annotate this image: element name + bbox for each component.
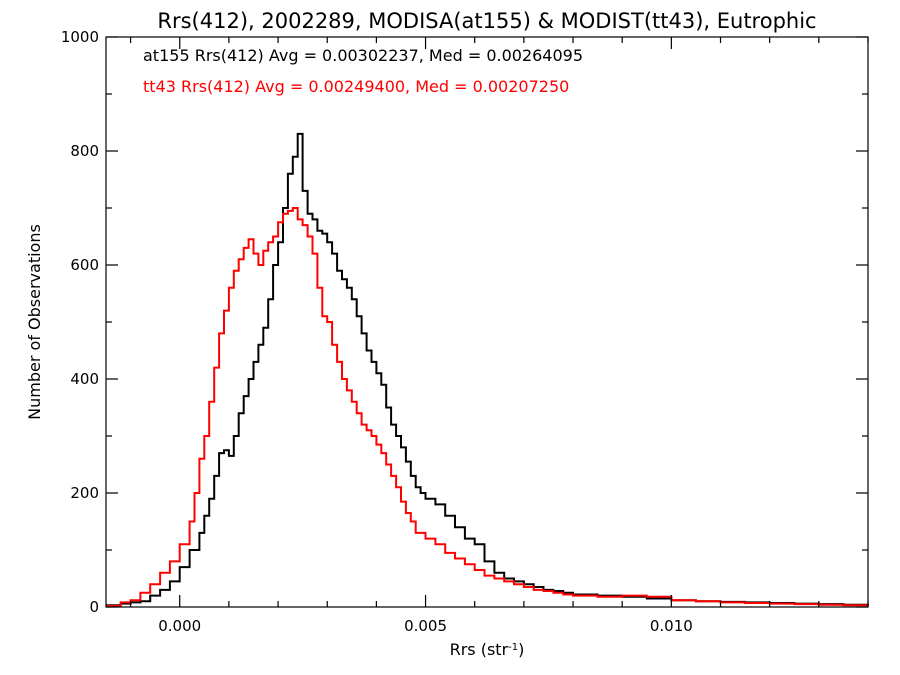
ticks-layer: 0 200 400 600 800 1000 0.000 0.005 0.010 — [61, 28, 869, 635]
y-tick-label: 1000 — [61, 28, 99, 46]
series-layer — [106, 132, 869, 607]
x-tick-label: 0.005 — [404, 617, 447, 635]
chart-title: Rrs(412), 2002289, MODISA(at155) & MODIS… — [157, 9, 816, 33]
x-axis-label-end: ) — [518, 640, 524, 659]
tt43-histogram-line — [106, 207, 869, 607]
y-tick-label: 800 — [70, 142, 99, 160]
x-tick-label: 0.000 — [158, 617, 201, 635]
at155-stats-annotation: at155 Rrs(412) Avg = 0.00302237, Med = 0… — [143, 46, 583, 65]
y-tick-label: 600 — [70, 256, 99, 274]
x-axis-label-main: Rrs (str — [450, 640, 509, 659]
at155-histogram-line — [106, 132, 869, 607]
y-tick-label: 400 — [70, 370, 99, 388]
x-tick-label: 0.010 — [650, 617, 693, 635]
tt43-stats-annotation: tt43 Rrs(412) Avg = 0.00249400, Med = 0.… — [143, 77, 569, 96]
y-axis-label: Number of Observations — [25, 224, 44, 420]
x-axis-label: Rrs (str-1) — [450, 640, 525, 659]
plot-frame — [105, 36, 869, 608]
x-axis-label-sup: -1 — [508, 642, 518, 653]
y-tick-label: 200 — [70, 484, 99, 502]
y-tick-label: 0 — [89, 598, 99, 616]
